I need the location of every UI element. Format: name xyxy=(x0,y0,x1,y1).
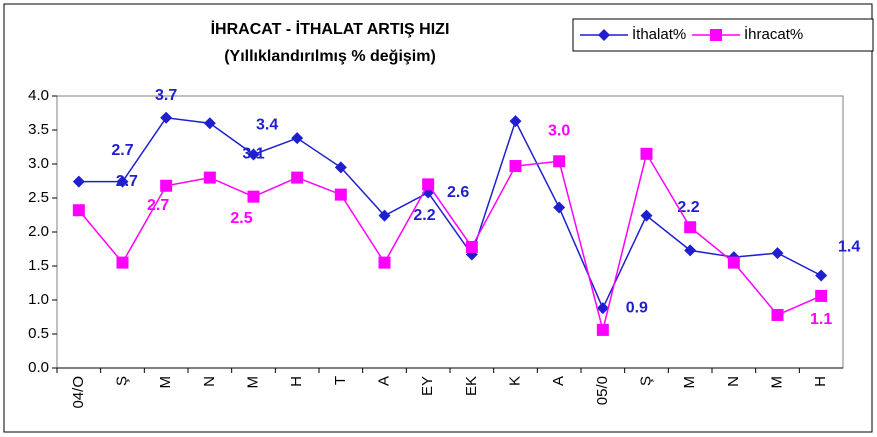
x-tick-label: EK xyxy=(463,376,480,396)
data-label: 1.4 xyxy=(838,239,860,256)
x-tick-label: M xyxy=(157,376,174,389)
plot-area xyxy=(56,95,844,369)
marker xyxy=(710,29,722,41)
marker xyxy=(334,188,347,201)
marker xyxy=(465,240,478,253)
x-tick-label: M xyxy=(768,376,785,389)
marker xyxy=(596,302,609,315)
data-label: 2.7 xyxy=(116,173,138,190)
data-label: 2.7 xyxy=(147,197,169,214)
marker xyxy=(247,148,260,161)
marker xyxy=(596,323,609,336)
x-tick-label: T xyxy=(332,376,349,385)
marker xyxy=(72,204,85,217)
marker xyxy=(771,308,784,321)
data-label: 0.9 xyxy=(626,299,648,316)
chart-subtitle: (Yıllıklandırılmış % değişim) xyxy=(224,48,436,65)
y-tick-label: 2.5 xyxy=(28,189,49,206)
marker xyxy=(203,117,216,130)
y-tick-label: 3.0 xyxy=(28,155,49,172)
marker xyxy=(553,201,566,214)
marker xyxy=(422,178,435,191)
marker xyxy=(598,29,610,41)
series-line xyxy=(78,151,822,331)
x-tick-label: N xyxy=(201,376,218,387)
data-label: 3.4 xyxy=(256,116,278,133)
x-tick-label: Ş xyxy=(637,376,654,386)
marker xyxy=(815,269,828,282)
y-tick-label: 1.0 xyxy=(28,291,49,308)
marker xyxy=(640,147,653,160)
y-tick-label: 2.0 xyxy=(28,223,49,240)
data-label: 2.2 xyxy=(677,199,699,216)
y-tick-label: 0.5 xyxy=(28,325,49,342)
marker xyxy=(291,132,304,145)
marker xyxy=(160,179,173,192)
marker xyxy=(72,175,85,188)
marker xyxy=(247,190,260,203)
x-tick-label: M xyxy=(244,376,261,389)
marker xyxy=(684,244,697,257)
y-tick-label: 1.5 xyxy=(28,257,49,274)
x-tick-label: H xyxy=(288,376,305,387)
marker xyxy=(334,161,347,174)
data-label: 2.7 xyxy=(111,142,133,159)
series-line xyxy=(78,116,822,310)
y-tick-label: 3.5 xyxy=(28,121,49,138)
x-tick-label: H xyxy=(812,376,829,387)
data-label: 1.1 xyxy=(810,311,832,328)
chart-title: İHRACAT - İTHALAT ARTIŞ HIZI xyxy=(211,20,450,38)
marker xyxy=(116,256,129,269)
marker xyxy=(116,175,129,188)
marker xyxy=(509,115,522,128)
marker xyxy=(160,111,173,124)
data-label: 3.7 xyxy=(155,87,177,104)
marker xyxy=(727,256,740,269)
data-label: 2.2 xyxy=(413,207,435,224)
x-tick-label: 05/0 xyxy=(594,376,611,405)
y-tick-label: 4.0 xyxy=(28,87,49,104)
marker xyxy=(378,209,391,222)
x-tick-label: 04/O xyxy=(70,376,87,409)
data-label: 3.1 xyxy=(242,146,264,163)
x-tick-label: A xyxy=(550,376,567,386)
x-tick-label: A xyxy=(375,376,392,386)
marker xyxy=(378,256,391,269)
marker xyxy=(203,171,216,184)
y-tick-label: 0.0 xyxy=(28,359,49,376)
data-label: 3.0 xyxy=(548,122,570,139)
x-tick-label: M xyxy=(681,376,698,389)
legend-label: İhracat% xyxy=(744,25,803,43)
marker xyxy=(815,289,828,302)
x-tick-label: K xyxy=(506,376,523,386)
legend-label: İthalat% xyxy=(632,25,686,43)
x-tick-label: EY xyxy=(419,376,436,396)
data-label: 2.6 xyxy=(447,184,469,201)
marker xyxy=(291,171,304,184)
marker xyxy=(509,160,522,173)
marker xyxy=(640,209,653,222)
marker xyxy=(684,221,697,234)
x-tick-label: N xyxy=(725,376,742,387)
marker xyxy=(771,247,784,260)
marker xyxy=(553,155,566,168)
x-tick-label: Ş xyxy=(113,376,130,386)
data-label: 2.5 xyxy=(230,210,252,227)
